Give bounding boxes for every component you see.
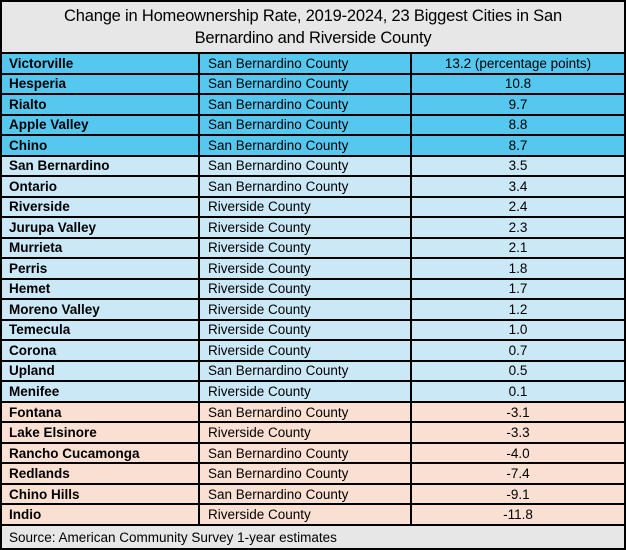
city-cell: Murrieta	[2, 238, 200, 258]
county-cell: San Bernardino County	[200, 156, 412, 176]
table-title-line2: Bernardino and Riverside County	[194, 29, 432, 47]
city-cell: Menifee	[2, 382, 200, 401]
value-cell: 0.1	[508, 384, 528, 399]
table-row: Hesperia San Bernardino County 10.8	[2, 74, 624, 96]
value-cell: 2.4	[508, 199, 528, 215]
city-cell: Redlands	[2, 464, 200, 483]
value-cell: -3.1	[506, 404, 530, 420]
value-cell: 10.8	[504, 76, 532, 92]
table-body: Victorville San Bernardino County 13.2 (pe…	[2, 54, 624, 526]
value-cell: 13.2 (percentage points)	[444, 55, 592, 71]
city-cell: Apple Valley	[2, 115, 200, 135]
table-row: San Bernardino San Bernardino County 3.5	[2, 156, 624, 178]
city-cell: Jurupa Valley	[2, 218, 200, 237]
county-cell: San Bernardino County	[200, 177, 412, 196]
table-row: Jurupa Valley Riverside County 2.3	[2, 218, 624, 239]
county-cell: Riverside County	[200, 300, 412, 319]
table-row: Victorville San Bernardino County 13.2 (pe…	[2, 54, 624, 75]
source-note: Source: American Community Survey 1-year…	[2, 526, 624, 548]
value-cell: -7.4	[506, 466, 530, 482]
table-row: Riverside Riverside County 2.4	[2, 197, 624, 219]
value-cell: 1.2	[508, 301, 528, 317]
table-row: Perris Riverside County 1.8	[2, 259, 624, 280]
table-row: Hemet Riverside County 1.7	[2, 279, 624, 301]
county-cell: San Bernardino County	[200, 95, 412, 114]
city-cell: Corona	[2, 341, 200, 360]
table-row: Ontario San Bernardino County 3.4	[2, 177, 624, 198]
city-cell: Temecula	[2, 320, 200, 340]
value-cell: 9.7	[508, 96, 528, 112]
table-row: Moreno Valley Riverside County 1.2	[2, 300, 624, 321]
city-cell: Hemet	[2, 279, 200, 299]
county-cell: San Bernardino County	[200, 74, 412, 94]
value-cell: -3.3	[506, 425, 530, 441]
county-cell: San Bernardino County	[200, 115, 412, 135]
county-cell: Riverside County	[200, 259, 412, 278]
value-cell: -11.8	[503, 507, 533, 523]
value-cell: 1.7	[508, 281, 528, 297]
table-row: Upland San Bernardino County 0.5	[2, 361, 624, 383]
value-cell: -4.0	[506, 445, 530, 461]
city-cell: Upland	[2, 361, 200, 381]
county-cell: Riverside County	[200, 197, 412, 217]
city-cell: Chino Hills	[2, 484, 200, 504]
county-cell: Riverside County	[200, 218, 412, 237]
value-cell: 1.0	[508, 322, 528, 338]
city-cell: Riverside	[2, 197, 200, 217]
value-cell: 1.8	[508, 260, 528, 276]
county-cell: Riverside County	[200, 238, 412, 258]
county-cell: San Bernardino County	[200, 402, 412, 422]
city-cell: Rancho Cucamonga	[2, 443, 200, 463]
table-row: Chino San Bernardino County 8.7	[2, 136, 624, 157]
county-cell: San Bernardino County	[200, 464, 412, 483]
table-row: Rialto San Bernardino County 9.7	[2, 95, 624, 116]
city-cell: Victorville	[2, 54, 200, 73]
city-cell: San Bernardino	[2, 156, 200, 176]
value-cell: 2.3	[508, 219, 528, 235]
value-cell: 0.5	[508, 363, 528, 379]
table-row: Apple Valley San Bernardino County 8.8	[2, 115, 624, 137]
city-cell: Fontana	[2, 402, 200, 422]
city-cell: Ontario	[2, 177, 200, 196]
table-row: Rancho Cucamonga San Bernardino County -4.…	[2, 443, 624, 465]
city-cell: Moreno Valley	[2, 300, 200, 319]
value-cell: 0.7	[508, 342, 528, 358]
value-cell: 3.5	[508, 158, 528, 174]
county-cell: Riverside County	[200, 341, 412, 360]
city-cell: Rialto	[2, 95, 200, 114]
county-cell: Riverside County	[200, 505, 412, 524]
county-cell: Riverside County	[200, 279, 412, 299]
city-cell: Chino	[2, 136, 200, 155]
value-cell: -9.1	[506, 486, 530, 502]
table-title-line1: Change in Homeownership Rate, 2019-2024,…	[64, 6, 562, 25]
table-row: Chino Hills San Bernardino County -9.1	[2, 484, 624, 506]
table-row: Lake Elsinore Riverside County -3.3	[2, 423, 624, 444]
county-cell: Riverside County	[200, 423, 412, 442]
table-row: Redlands San Bernardino County -7.4	[2, 464, 624, 485]
city-cell: Hesperia	[2, 74, 200, 94]
county-cell: San Bernardino County	[200, 54, 412, 73]
county-cell: Riverside County	[200, 382, 412, 401]
table-row: Fontana San Bernardino County -3.1	[2, 402, 624, 424]
value-cell: 8.7	[508, 137, 528, 153]
county-cell: San Bernardino County	[200, 136, 412, 155]
value-cell: 3.4	[508, 178, 528, 194]
table-row: Corona Riverside County 0.7	[2, 341, 624, 362]
city-cell: Indio	[2, 505, 200, 524]
table-row: Menifee Riverside County 0.1	[2, 382, 624, 403]
table-row: Indio Riverside County -11.8	[2, 505, 624, 526]
county-cell: Riverside County	[200, 320, 412, 340]
table-row: Murrieta Riverside County 2.1	[2, 238, 624, 260]
city-cell: Perris	[2, 259, 200, 278]
value-cell: 2.1	[508, 240, 528, 256]
table-title: Change in Homeownership Rate, 2019-2024,…	[2, 2, 624, 54]
city-cell: Lake Elsinore	[2, 423, 200, 442]
table-row: Temecula Riverside County 1.0	[2, 320, 624, 342]
county-cell: San Bernardino County	[200, 361, 412, 381]
value-cell: 8.8	[508, 117, 528, 133]
county-cell: San Bernardino County	[200, 484, 412, 504]
county-cell: San Bernardino County	[200, 443, 412, 463]
